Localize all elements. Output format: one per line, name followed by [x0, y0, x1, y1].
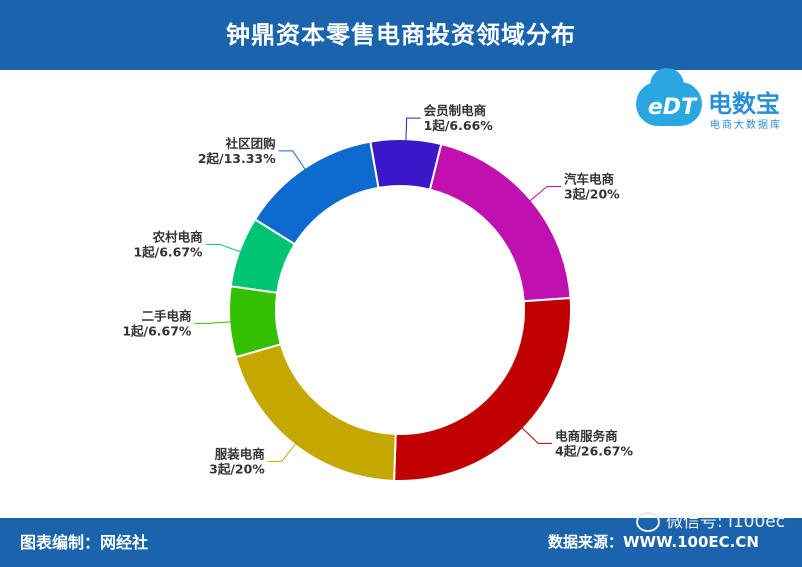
- header-bar: [0, 0, 802, 70]
- donut-slice: [393, 296, 572, 482]
- logo: eDT 电数宝 电商大数据库: [632, 68, 797, 136]
- donut-slice: [369, 138, 443, 191]
- logo-name: 电数宝: [708, 90, 780, 118]
- slice-name-label: 会员制电商: [424, 103, 487, 118]
- chart-title: 钟鼎资本零售电商投资领域分布: [226, 21, 576, 49]
- donut-slice: [228, 285, 283, 359]
- wechat-watermark: 微信号: i100ec: [636, 508, 785, 536]
- slice-name-label: 汽车电商: [564, 172, 614, 187]
- logo-subtitle: 电商大数据库: [710, 120, 782, 131]
- leader-line: [194, 321, 232, 324]
- slice-value-label: 3起/20%: [564, 187, 620, 202]
- slice-name-label: 服装电商: [215, 446, 265, 461]
- slice-name-label: 农村电商: [152, 229, 203, 244]
- logo-mark: eDT: [647, 95, 697, 120]
- donut-slice: [428, 142, 572, 303]
- leader-line: [267, 442, 297, 462]
- slice-value-label: 1起/6.67%: [133, 244, 203, 259]
- slice-value-label: 1起/6.67%: [122, 323, 192, 338]
- leader-line: [205, 243, 242, 253]
- slice-value-label: 4起/26.67%: [555, 443, 633, 458]
- slice-value-label: 2起/13.33%: [198, 151, 276, 166]
- wechat-icon: [636, 512, 660, 532]
- leader-line: [278, 150, 306, 171]
- chart-credit: 图表编制：网经社: [20, 533, 149, 552]
- slice-value-label: 3起/20%: [209, 461, 265, 476]
- donut-chart: 会员制电商1起/6.66%汽车电商3起/20%电商服务商4起/26.67%服装电…: [122, 103, 633, 482]
- leader-line: [521, 426, 553, 444]
- donut-slice: [253, 140, 380, 246]
- slice-name-label: 社区团购: [225, 136, 276, 151]
- leader-line: [405, 117, 421, 142]
- cloud-icon: [636, 68, 702, 126]
- leader-line: [529, 186, 562, 202]
- slice-value-label: 1起/6.66%: [424, 118, 494, 133]
- wechat-id: 微信号: i100ec: [666, 512, 786, 532]
- data-source: 数据来源：WWW.100EC.CN: [548, 533, 759, 551]
- footer-bar: [0, 518, 802, 567]
- slice-name-label: 二手电商: [141, 308, 191, 323]
- slice-name-label: 电商服务商: [555, 428, 618, 443]
